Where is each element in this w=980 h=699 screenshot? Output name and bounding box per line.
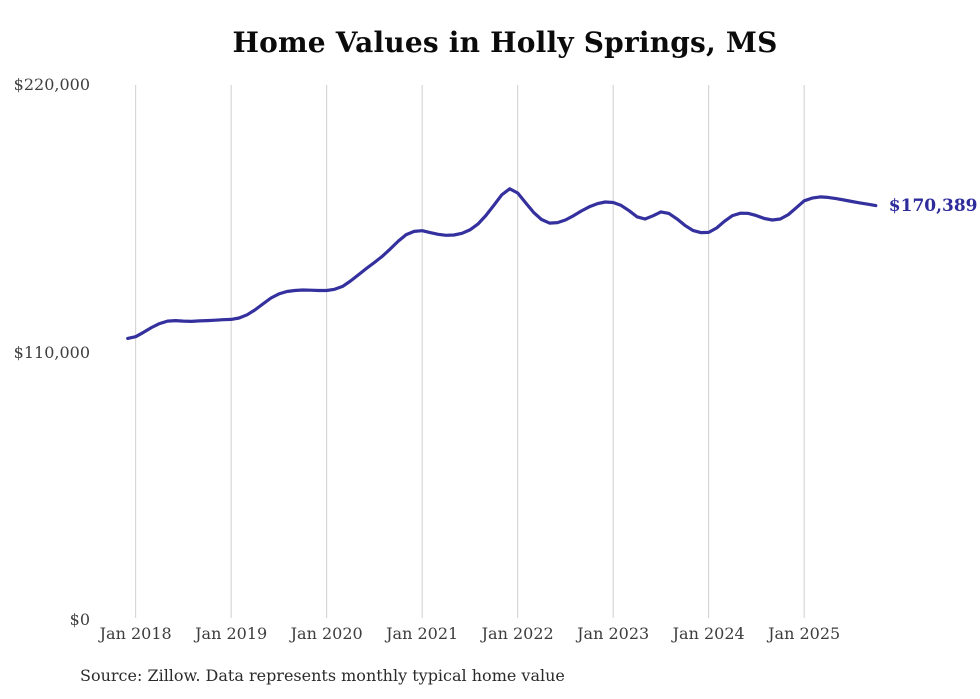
x-tick-label: Jan 2020 — [290, 624, 363, 643]
x-tick-label: Jan 2019 — [195, 624, 268, 643]
source-note: Source: Zillow. Data represents monthly … — [80, 666, 565, 685]
x-tick-label: Jan 2024 — [672, 624, 745, 643]
x-tick-label: Jan 2018 — [99, 624, 172, 643]
y-tick-label: $220,000 — [13, 75, 90, 94]
y-tick-label: $110,000 — [13, 342, 90, 362]
x-tick-label: Jan 2025 — [768, 624, 841, 643]
end-value-label: $170,389 — [888, 195, 978, 216]
value-line — [126, 187, 878, 340]
y-tick-label: $0 — [69, 610, 90, 629]
x-tick-label: Jan 2023 — [577, 624, 650, 643]
x-tick-label: Jan 2021 — [386, 624, 459, 643]
x-tick-label: Jan 2022 — [481, 624, 554, 643]
chart-title: Home Values in Holly Springs, MS — [232, 26, 778, 59]
